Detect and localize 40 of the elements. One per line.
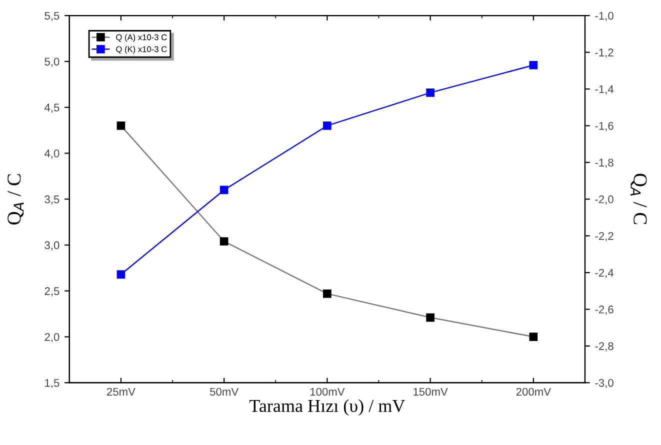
y-tick-label: 2,0 — [44, 333, 60, 342]
y2-tick-label: -3,0 — [595, 378, 614, 388]
point — [529, 60, 538, 70]
y2-tick-label: -1,6 — [595, 122, 614, 132]
point — [426, 88, 434, 97]
x-tick-label: 100mV — [310, 388, 345, 396]
legend-label: Q (A) x10-3 C — [116, 34, 167, 42]
y-tick-label: 3,0 — [44, 241, 60, 250]
legend-label: Q (K) x10-3 C — [116, 46, 167, 54]
y2-tick-label: -1,8 — [595, 158, 614, 168]
point — [220, 237, 228, 246]
point — [529, 332, 538, 341]
y2-tick-label: -2,0 — [595, 195, 614, 205]
y-tick-label: 4,5 — [44, 104, 60, 113]
y2-tick-label: -2,8 — [595, 342, 614, 352]
x-tick-label: 50mV — [210, 388, 239, 396]
y-tick-label: 1,5 — [45, 379, 60, 388]
y2-axis-title: Q$_{A}$ / C — [630, 174, 647, 224]
y-tick-label: 5,0 — [44, 58, 60, 67]
point — [426, 313, 434, 322]
point — [220, 186, 228, 194]
point — [323, 122, 332, 130]
y-tick-label: 4,0 — [44, 150, 60, 159]
x-tick-label: 150mV — [414, 388, 448, 396]
point — [116, 122, 126, 130]
point — [323, 290, 332, 298]
x-tick-label: 25mV — [107, 388, 136, 396]
y2-tick-label: -2,6 — [595, 306, 614, 315]
y2-tick-label: -2,4 — [595, 268, 614, 278]
x-axis-title: Tarama Hızı (υ) / mV — [249, 399, 406, 416]
y-tick-label: 3,5 — [44, 195, 60, 205]
y2-tick-label: -1,4 — [595, 85, 614, 94]
y-tick-label: 5,5 — [44, 12, 60, 22]
y2-tick-label: -1,2 — [595, 48, 614, 58]
y-tick-label: 2,5 — [44, 287, 60, 296]
x-tick-label: 200mV — [516, 388, 551, 396]
y2-tick-label: -1,0 — [595, 12, 614, 22]
point — [116, 270, 126, 279]
y-axis-title: Q$_{A}$ / C — [8, 174, 24, 224]
y2-tick-label: -2,2 — [595, 232, 614, 242]
